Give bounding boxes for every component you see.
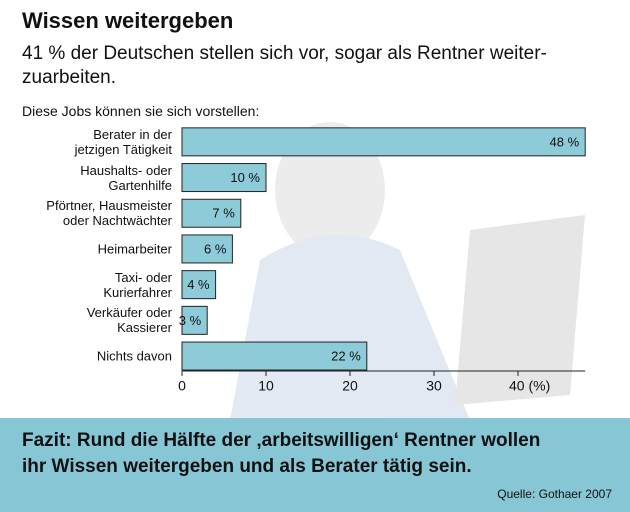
value-label: 4 % — [187, 277, 210, 292]
x-tick-label: 20 — [342, 378, 358, 394]
bar — [181, 127, 586, 157]
value-label: 3 % — [179, 313, 202, 328]
category-label: Taxi- oder Kurierfahrer — [103, 269, 172, 300]
category-label: Heimarbeiter — [97, 241, 172, 257]
category-label: Berater in der jetzigen Tätigkeit — [74, 126, 172, 157]
value-label: 10 % — [230, 170, 260, 185]
x-tick-label: 30 — [426, 378, 442, 394]
x-tick-label: 40 (%) — [509, 378, 550, 394]
bar — [181, 163, 267, 193]
bar — [181, 198, 242, 228]
conclusion: Fazit: Rund die Hälfte der ‚arbeitswilli… — [22, 430, 541, 477]
chart-title: Wissen weitergeben — [22, 8, 234, 33]
value-label: 7 % — [212, 206, 235, 221]
category-label: Nichts davon — [96, 348, 172, 364]
category-label: Haushalts- oder Gartenhilfe — [80, 162, 172, 193]
footer-band — [0, 418, 630, 512]
bar — [181, 234, 233, 264]
x-tick-label: 10 — [258, 378, 274, 394]
question: Diese Jobs können sie sich vorstellen: — [22, 103, 260, 119]
bar — [181, 270, 217, 300]
subtitle: 41 % der Deutschen stellen sich vor, sog… — [22, 43, 547, 88]
category-label: Verkäufer oder Kassierer — [86, 305, 172, 336]
category-label: Pförtner, Hausmeister oder Nachtwächter — [46, 198, 172, 229]
background-figure — [230, 122, 585, 420]
value-label: 22 % — [331, 348, 361, 363]
value-label: 48 % — [550, 134, 580, 149]
source: Quelle: Gothaer 2007 — [497, 487, 612, 501]
x-tick-label: 0 — [178, 378, 186, 394]
bar — [181, 305, 208, 335]
value-label: 6 % — [204, 241, 227, 256]
bar — [181, 341, 368, 371]
